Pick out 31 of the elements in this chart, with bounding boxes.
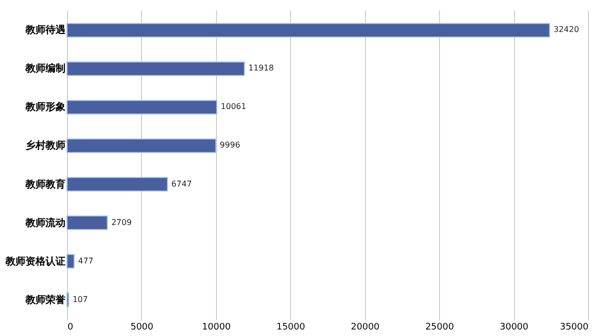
y-tick-label: 教师荣誉 (24, 294, 66, 306)
bar (66, 177, 168, 192)
bar (66, 61, 245, 76)
bar (66, 138, 216, 153)
y-tick-label: 教师教育 (24, 178, 66, 190)
data-label: 477 (78, 256, 94, 266)
data-label: 6747 (171, 179, 192, 188)
data-label: 32420 (554, 25, 580, 34)
y-tick-label: 教师流动 (24, 216, 66, 229)
y-tick-label: 教师形象 (24, 101, 66, 114)
bar (66, 216, 108, 230)
y-tick-label: 乡村教师 (26, 140, 66, 152)
x-tick-label: 25000 (425, 322, 454, 332)
y-tick-label: 教师编制 (24, 62, 66, 75)
x-tick-label: 20000 (350, 322, 380, 332)
x-tick-label: 10000 (202, 322, 231, 332)
bar (66, 22, 550, 38)
data-label: 107 (72, 294, 88, 304)
bar (66, 254, 75, 269)
x-tick-label: 15000 (276, 322, 306, 332)
data-label: 11918 (248, 64, 274, 73)
x-tick-label: 0 (68, 322, 74, 332)
bar (66, 100, 218, 114)
x-tick-label: 35000 (560, 322, 589, 332)
y-tick-label: 教师待遇 (24, 24, 66, 36)
y-tick-label: 教师资格认证 (4, 255, 66, 268)
data-label: 9996 (220, 140, 240, 150)
data-label: 10061 (220, 102, 246, 112)
x-tick-label: 5000 (130, 322, 154, 332)
data-label: 2709 (111, 218, 132, 227)
x-tick-label: 30000 (500, 322, 529, 332)
